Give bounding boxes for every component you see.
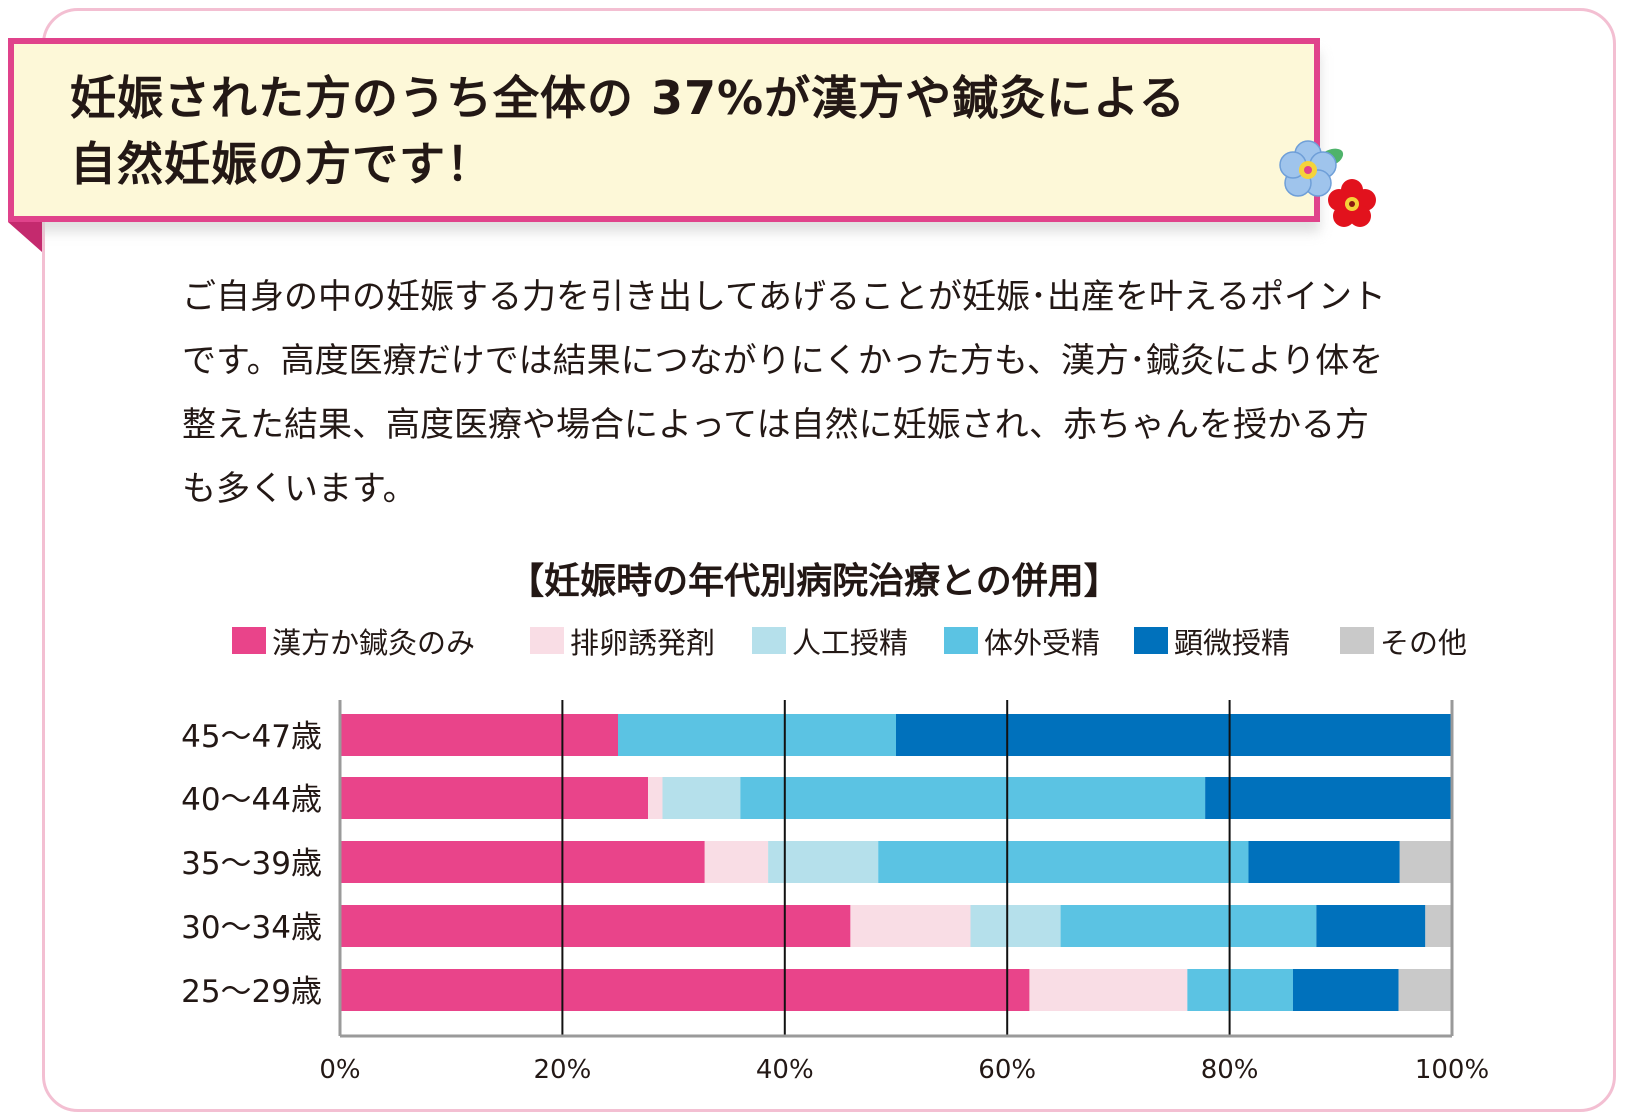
bar-segment xyxy=(1399,841,1452,883)
headline-box xyxy=(8,38,1320,222)
headline-line-1: 妊娠された方のうち全体の 37%が漢方や鍼灸による xyxy=(70,71,1186,125)
bar-segment xyxy=(1292,969,1399,1011)
bar-segment xyxy=(878,841,1249,883)
bar-segment xyxy=(648,777,663,819)
bar-segment xyxy=(662,777,741,819)
legend-label: 人工授精 xyxy=(792,626,908,660)
bar-segment xyxy=(1248,841,1400,883)
bar-segment xyxy=(1398,969,1452,1011)
body-line: です。高度医療だけでは結果につながりにくかった方も、漢方･鍼灸により体を xyxy=(182,341,1384,381)
legend-swatch xyxy=(752,627,786,654)
bar-segment xyxy=(896,714,1452,756)
y-tick-label: 30～34歳 xyxy=(181,910,322,946)
headline-line-2: 自然妊娠の方です！ xyxy=(70,137,493,191)
bar-segment xyxy=(704,841,769,883)
x-tick-label: 0% xyxy=(319,1055,360,1085)
legend-swatch xyxy=(1340,627,1374,654)
bar-segment xyxy=(340,969,1030,1011)
x-tick-label: 60% xyxy=(978,1055,1036,1085)
y-tick-label: 25～29歳 xyxy=(181,974,322,1010)
legend-label: 漢方か鍼灸のみ xyxy=(272,626,475,660)
bar-segment xyxy=(740,777,1206,819)
x-tick-label: 40% xyxy=(756,1055,814,1085)
x-tick-label: 20% xyxy=(534,1055,592,1085)
bar-segment xyxy=(340,841,705,883)
legend-label: 顕微授精 xyxy=(1174,626,1290,660)
legend-swatch xyxy=(232,627,266,654)
bar-segment xyxy=(618,714,896,756)
body-line: 整えた結果、高度医療や場合によっては自然に妊娠され、赤ちゃんを授かる方 xyxy=(182,405,1369,445)
legend-swatch xyxy=(1134,627,1168,654)
legend-label: 体外受精 xyxy=(984,626,1100,660)
flower-decoration-icon xyxy=(1279,140,1376,227)
legend-swatch xyxy=(944,627,978,654)
legend-label: その他 xyxy=(1380,626,1467,660)
bar-segment xyxy=(768,841,879,883)
chart-title: 【妊娠時の年代別病院治療との併用】 xyxy=(508,561,1120,602)
legend-label: 排卵誘発剤 xyxy=(570,626,715,660)
legend-swatch xyxy=(530,627,564,654)
bar-segment xyxy=(1316,905,1426,947)
y-tick-label: 45～47歳 xyxy=(181,719,322,755)
bar-segment xyxy=(850,905,971,947)
bar-segment xyxy=(1425,905,1452,947)
y-tick-label: 40～44歳 xyxy=(181,782,322,818)
bar-segment xyxy=(340,905,851,947)
body-line: も多くいます。 xyxy=(182,469,417,509)
bar-segment xyxy=(1205,777,1452,819)
bar-segment xyxy=(1187,969,1293,1011)
x-tick-label: 80% xyxy=(1201,1055,1259,1085)
bar-segment xyxy=(1060,905,1317,947)
headline-fold xyxy=(8,222,42,252)
body-line: ご自身の中の妊娠する力を引き出してあげることが妊娠･出産を叶えるポイント xyxy=(182,277,1386,317)
y-tick-label: 35～39歳 xyxy=(181,846,322,882)
bar-segment xyxy=(1029,969,1188,1011)
bar-segment xyxy=(340,714,618,756)
body-paragraph: ご自身の中の妊娠する力を引き出してあげることが妊娠･出産を叶えるポイント です。… xyxy=(182,265,1482,521)
bar-segment xyxy=(970,905,1061,947)
x-tick-label: 100% xyxy=(1415,1055,1489,1085)
bar-segment xyxy=(340,777,649,819)
